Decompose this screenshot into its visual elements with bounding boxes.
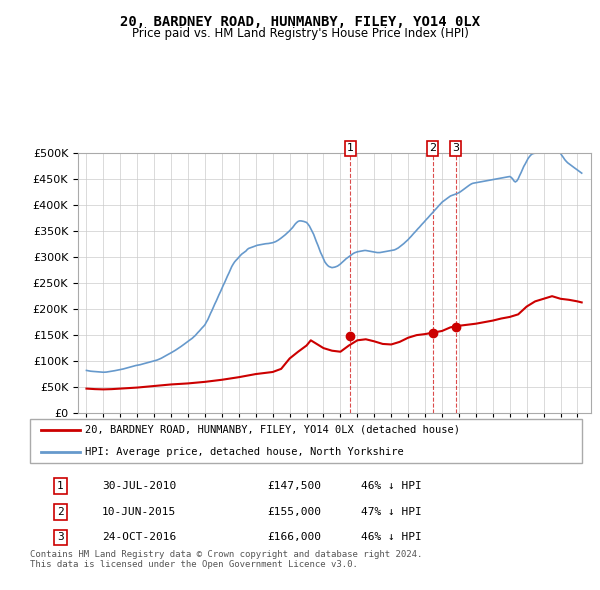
Text: 3: 3: [57, 533, 64, 542]
Text: 46% ↓ HPI: 46% ↓ HPI: [361, 481, 422, 491]
Text: 1: 1: [347, 143, 354, 153]
FancyBboxPatch shape: [30, 419, 582, 463]
Text: 1: 1: [57, 481, 64, 491]
Text: 2: 2: [429, 143, 436, 153]
Text: 3: 3: [452, 143, 459, 153]
Text: 46% ↓ HPI: 46% ↓ HPI: [361, 533, 422, 542]
Text: Price paid vs. HM Land Registry's House Price Index (HPI): Price paid vs. HM Land Registry's House …: [131, 27, 469, 40]
Text: 20, BARDNEY ROAD, HUNMANBY, FILEY, YO14 0LX (detached house): 20, BARDNEY ROAD, HUNMANBY, FILEY, YO14 …: [85, 425, 460, 435]
Text: Contains HM Land Registry data © Crown copyright and database right 2024.
This d: Contains HM Land Registry data © Crown c…: [30, 550, 422, 569]
Text: 47% ↓ HPI: 47% ↓ HPI: [361, 507, 422, 517]
Text: £166,000: £166,000: [268, 533, 322, 542]
Text: 30-JUL-2010: 30-JUL-2010: [102, 481, 176, 491]
Text: £147,500: £147,500: [268, 481, 322, 491]
Text: £155,000: £155,000: [268, 507, 322, 517]
Text: 20, BARDNEY ROAD, HUNMANBY, FILEY, YO14 0LX: 20, BARDNEY ROAD, HUNMANBY, FILEY, YO14 …: [120, 15, 480, 29]
Text: HPI: Average price, detached house, North Yorkshire: HPI: Average price, detached house, Nort…: [85, 447, 404, 457]
Text: 24-OCT-2016: 24-OCT-2016: [102, 533, 176, 542]
Text: 10-JUN-2015: 10-JUN-2015: [102, 507, 176, 517]
Text: 2: 2: [57, 507, 64, 517]
